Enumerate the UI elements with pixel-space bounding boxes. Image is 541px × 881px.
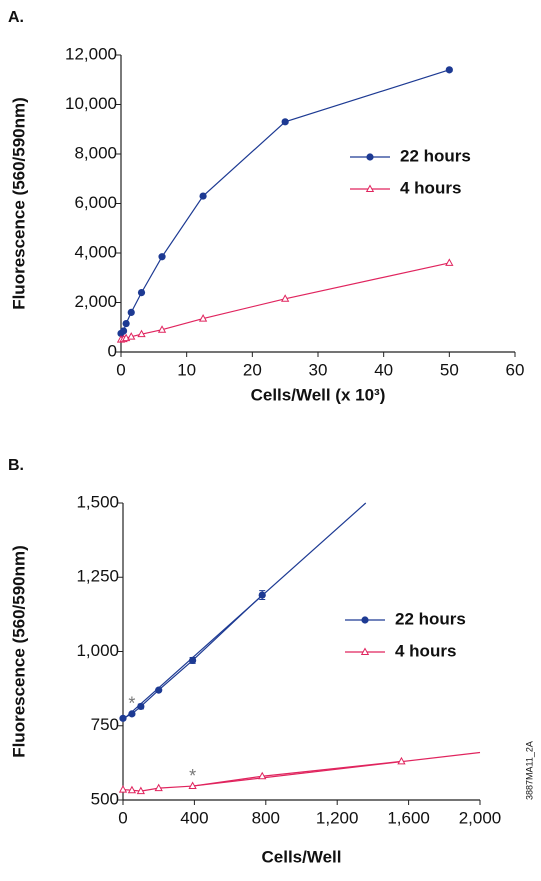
x-tick-label: 40 [374, 360, 393, 379]
panel-label: A. [8, 9, 24, 26]
x-tick-label: 800 [252, 808, 280, 827]
y-tick-label: 750 [91, 715, 119, 734]
data-point [281, 118, 289, 126]
data-point [397, 756, 406, 765]
legend-marker [361, 616, 369, 624]
x-tick-label: 20 [243, 360, 262, 379]
y-tick-label: 8,000 [74, 143, 117, 162]
legend-label: 22 hours [395, 609, 466, 628]
annotation: * [189, 766, 196, 786]
data-point [136, 786, 145, 795]
data-point [281, 294, 290, 302]
legend-marker [366, 153, 374, 161]
data-point [127, 308, 135, 316]
y-tick-label: 2,000 [74, 292, 117, 311]
x-tick-label: 400 [180, 808, 208, 827]
y-tick-label: 4,000 [74, 242, 117, 261]
x-tick-label: 1,200 [316, 808, 359, 827]
y-tick-label: 0 [108, 341, 117, 360]
data-point [189, 656, 197, 665]
y-tick-label: 6,000 [74, 193, 117, 212]
x-axis-label: Cells/Well (x 10³) [251, 385, 386, 404]
y-tick-label: 1,250 [76, 567, 119, 586]
series-line [120, 69, 450, 334]
data-point [122, 319, 130, 328]
data-point [188, 781, 197, 790]
x-tick-label: 0 [116, 360, 125, 379]
x-tick-label: 2,000 [459, 808, 502, 827]
y-axis-label: Fluorescence (560/590nm) [9, 545, 28, 758]
y-tick-label: 1,500 [76, 492, 119, 511]
y-axis-label: Fluorescence (560/590nm) [9, 97, 28, 310]
data-point [445, 66, 453, 74]
data-point [127, 785, 137, 794]
y-tick-label: 12,000 [65, 44, 117, 63]
x-tick-label: 50 [440, 360, 459, 379]
fit-line [192, 751, 481, 787]
data-point [158, 253, 166, 261]
data-point [118, 785, 128, 793]
data-point [137, 329, 146, 338]
data-point [258, 771, 267, 780]
legend-label: 4 hours [395, 641, 456, 660]
x-tick-label: 10 [177, 360, 196, 379]
legend-label: 4 hours [400, 178, 461, 197]
x-tick-label: 30 [309, 360, 328, 379]
x-tick-label: 60 [506, 360, 525, 379]
legend-label: 22 hours [400, 146, 471, 165]
x-tick-label: 0 [118, 808, 127, 827]
data-point [137, 702, 145, 711]
data-point [127, 332, 136, 340]
x-axis-label: Cells/Well [262, 847, 342, 866]
legend-marker [365, 184, 375, 192]
data-point [119, 327, 128, 335]
data-point [154, 783, 163, 792]
x-tick-label: 1,600 [387, 808, 430, 827]
y-tick-label: 1,000 [76, 641, 119, 660]
data-point [128, 710, 136, 718]
data-point [445, 258, 454, 266]
figure-id: 3887MA11_2A [524, 741, 534, 800]
panel-label: B. [8, 457, 24, 474]
data-point [198, 314, 208, 322]
y-tick-label: 500 [91, 789, 119, 808]
data-point [137, 289, 146, 297]
data-point [157, 325, 167, 333]
data-point [155, 686, 163, 694]
data-point [258, 591, 266, 599]
y-tick-label: 10,000 [65, 94, 117, 113]
data-point [199, 192, 207, 200]
data-point [119, 714, 127, 722]
legend-marker [360, 647, 370, 655]
annotation: * [128, 694, 135, 714]
